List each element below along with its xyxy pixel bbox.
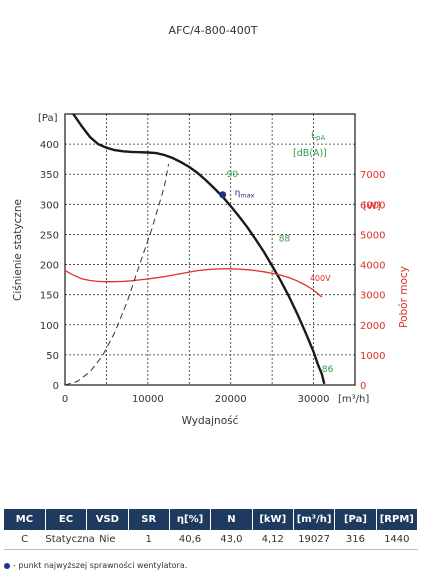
spec-table-cell: 19027 [293,530,335,550]
series-group: 400V ηmax 90 88 86 [64,113,334,386]
spec-table-cell: 316 [334,530,377,550]
x-tick-label: 20000 [215,394,247,405]
spec-table-header-cell: [Pa] [334,509,377,530]
spec-table-body: C Statyczna Nie 1 40,6 43,0 4,12 19027 316 1440 [4,530,418,550]
spec-table-header-cell: VSD [86,509,129,530]
lpa-label: 88 [279,235,291,245]
fan-curve-chart: AFC/4-800-400T 0 10000 20000 30000 05010015… [12,24,410,427]
y-tick-label: 150 [40,291,59,302]
x-tick-labels: 0 10000 20000 30000 [62,394,330,405]
y2-tick-label: 5000 [360,230,385,241]
spec-table-cell: C [4,530,46,550]
efficiency-dot-icon [4,562,10,569]
x-unit-label: [m³/h] [338,394,369,405]
y-tick-label: 100 [40,321,59,332]
plot-frame [64,113,356,386]
lpa-label: 90 [227,170,239,180]
lpa-label: 86 [322,365,334,375]
series-line-power [64,268,323,298]
y-tick-label: 350 [40,170,59,181]
y2-tick-label: 1000 [360,351,385,362]
spec-table-header-cell: MC [4,509,46,530]
series-label-power: 400V [310,274,331,283]
spec-table-cell: Statyczna [45,530,95,550]
spec-table-header-cell: η[%] [169,509,212,530]
spec-table-cell: 1440 [376,530,418,550]
spec-table-cell: 4,12 [252,530,294,550]
y2-tick-label: 3000 [360,291,385,302]
y2-tick-label: 0 [360,381,366,392]
spec-table-header-cell: EC [45,509,88,530]
y2-tick-label: 6000 [360,200,385,211]
y2-tick-label: 7000 [360,170,385,181]
lpa-header: LpA [311,131,325,142]
spec-table-cell: 1 [128,530,170,550]
y2-tick-labels: 0 1000 2000 3000 4000 5000 6000 7000 [360,170,385,392]
efficiency-label: ηmax [235,189,255,200]
x-tick-label: 30000 [298,394,330,405]
spec-table-header-cell: [kW] [252,509,294,530]
x-tick-label: 10000 [132,394,164,405]
y2-tick-label: 2000 [360,321,385,332]
y2-tick-label: 4000 [360,261,385,272]
spec-table-cell: Nie [86,530,129,550]
y-tick-label: 50 [46,351,59,362]
x-axis-label: Wydajność [182,415,239,427]
lpa-header-unit: [dB(A)] [293,148,327,159]
lpa-header-sub: pA [316,134,325,142]
y-tick-label: 250 [40,230,59,241]
lpa-header-main: L [311,131,316,141]
y-tick-label: 0 [53,381,59,392]
y2-unit-label: [W] [363,201,381,212]
footnote-text: - punkt najwyższej sprawności wentylator… [13,561,188,570]
efficiency-point [219,191,227,199]
y-unit-label: [Pa] [38,113,58,124]
y-tick-labels: 0 50 100 150 200 250 300 350 400 [40,140,59,392]
y-axis-label: Ciśnienie statyczne [12,199,24,301]
y2-axis-label: Pobór mocy [398,266,410,328]
spec-table-header-cell: [m³/h] [293,509,336,530]
efficiency-label-main: η [235,189,241,199]
x-tick-label: 0 [62,394,68,405]
chart-title: AFC/4-800-400T [169,24,258,37]
y-tick-label: 400 [40,140,59,151]
efficiency-label-sub: max [240,192,254,200]
spec-table-header-cell: [RPM] [376,509,419,530]
spec-table: MC EC VSD SR η[%] N [kW] [m³/h] [Pa] [RPM] C Staty… [4,509,419,550]
spec-table-header: MC EC VSD SR η[%] N [kW] [m³/h] [Pa] [RPM] [4,509,419,530]
spec-table-header-cell: SR [128,509,170,530]
series-line-pressure [72,113,326,385]
footnote: - punkt najwyższej sprawności wentylator… [4,561,187,570]
spec-table-row: C Statyczna Nie 1 40,6 43,0 4,12 19027 316 1440 [4,530,418,550]
spec-table-cell: 43,0 [210,530,253,550]
y-tick-label: 200 [40,261,59,272]
series-line-system [64,163,170,386]
y-tick-label: 300 [40,200,59,211]
spec-table-cell: 40,6 [169,530,211,550]
spec-table-header-cell: N [210,509,253,530]
